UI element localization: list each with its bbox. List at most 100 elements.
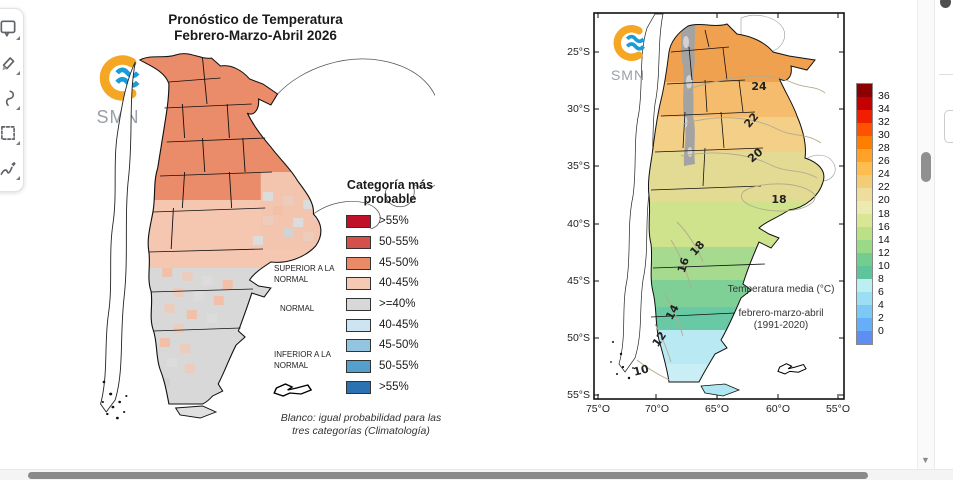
colorbar-label: 16 bbox=[878, 220, 890, 233]
legend-label: 50-55% bbox=[379, 235, 419, 248]
colorbar-labels: 36 34 32 30 28 26 24 22 20 18 16 14 12 10 8 6 4 2 0 bbox=[876, 83, 902, 351]
contour-label-18a: 18 bbox=[771, 193, 786, 206]
highlighter-icon bbox=[2, 57, 15, 71]
select-area-tool-button[interactable] bbox=[0, 123, 20, 145]
colorbar-label: 32 bbox=[878, 115, 890, 128]
colorbar-segment bbox=[857, 123, 872, 136]
colorbar-segment bbox=[857, 266, 872, 279]
clipped-heading: g ( , ) bbox=[295, 0, 555, 10]
colorbar-segment bbox=[857, 253, 872, 266]
legend-label: 40-45% bbox=[379, 277, 419, 290]
colorbar-segment bbox=[857, 292, 872, 305]
colorbar-segment bbox=[857, 97, 872, 110]
side-panel-edge bbox=[934, 0, 953, 480]
colorbar-segment bbox=[857, 240, 872, 253]
legend-swatch bbox=[346, 339, 371, 353]
scroll-down-icon[interactable]: ▼ bbox=[921, 455, 930, 465]
colorbar-label: 8 bbox=[878, 273, 884, 285]
legend-title-line2: probable bbox=[363, 192, 417, 206]
colorbar-segment bbox=[857, 84, 872, 97]
horizontal-scrollbar-thumb[interactable] bbox=[28, 472, 868, 479]
legend-row: 40-45% bbox=[346, 277, 456, 291]
longitude-label: 65°O bbox=[704, 403, 730, 415]
colorbar-segment bbox=[857, 110, 872, 123]
colorbar-segment bbox=[857, 175, 872, 188]
colorbar-label: 6 bbox=[878, 286, 884, 299]
contour-label-14: 14 bbox=[663, 302, 682, 322]
latitude-label: 55°S bbox=[567, 389, 590, 402]
longitude-label: 70°O bbox=[644, 403, 670, 415]
contour-label-16: 16 bbox=[675, 256, 692, 275]
map-annotation: Temperatura media (°C) febrero-marzo-abr… bbox=[708, 284, 854, 332]
legend-group-below: INFERIOR A LA NORMAL bbox=[274, 350, 331, 370]
colorbar-segment bbox=[857, 331, 872, 344]
colorbar-segment bbox=[857, 162, 872, 175]
vertical-scrollbar-thumb[interactable] bbox=[921, 152, 931, 182]
annotation-line1: Temperatura media (°C) bbox=[727, 284, 835, 295]
legend-label: >55% bbox=[379, 215, 409, 228]
legend-row: 50-55% bbox=[346, 235, 456, 250]
colorbar-label: 0 bbox=[878, 325, 884, 338]
colorbar-label: 26 bbox=[878, 155, 890, 168]
colorbar-label: 10 bbox=[878, 259, 890, 272]
contour-label-10: 10 bbox=[632, 362, 650, 378]
legend-row: 45-50% bbox=[346, 339, 456, 353]
latitude-label: 30°S bbox=[567, 103, 590, 116]
legend-label: 45-50% bbox=[379, 339, 419, 352]
colorbar-label: 20 bbox=[878, 194, 890, 207]
legend-label: 45-50% bbox=[379, 256, 419, 269]
colorbar-label: 28 bbox=[878, 142, 890, 154]
colorbar-segment bbox=[857, 149, 872, 162]
signature-tool-button[interactable] bbox=[0, 158, 20, 180]
legend-rows: >55% 50-55% 45-50% 40-45% >=40% 40-45% 45-50% 5… bbox=[346, 215, 456, 401]
legend-swatch bbox=[346, 298, 371, 311]
vertical-scrollbar[interactable]: ▼ bbox=[917, 0, 934, 480]
forecast-map-title: Pronóstico de Temperatura Febrero-Marzo-… bbox=[133, 12, 378, 44]
annotation-line3: (1991-2020) bbox=[753, 320, 809, 331]
legend-footnote: Blanco: igual probabilidad para las tres… bbox=[280, 412, 442, 437]
longitude-label: 55°O bbox=[825, 403, 851, 415]
annotation-toolbar bbox=[0, 8, 24, 192]
latitude-label: 25°S bbox=[567, 46, 590, 58]
horizontal-scrollbar[interactable] bbox=[0, 469, 953, 480]
legend-swatch bbox=[346, 277, 371, 291]
colorbar bbox=[856, 83, 873, 345]
legend-group-normal: NORMAL bbox=[280, 304, 315, 313]
legend-row: 40-45% bbox=[346, 318, 456, 332]
legend-swatch bbox=[346, 215, 371, 229]
latitude-axis: 25°S 30°S 35°S 40°S 45°S 50°S 55°S bbox=[558, 0, 592, 480]
contour-label-24: 24 bbox=[751, 80, 767, 93]
legend-row: 45-50% bbox=[346, 256, 456, 270]
highlighter-tool-button[interactable] bbox=[0, 53, 20, 75]
climatology-map-graphic: 24 22 20 18 18 16 14 12 10 bbox=[593, 12, 845, 400]
smn-logo-text: SMN bbox=[610, 67, 646, 83]
signature-icon bbox=[0, 161, 16, 175]
latitude-label: 45°S bbox=[567, 274, 590, 287]
colorbar-segment bbox=[857, 227, 872, 240]
legend-group-above: SUPERIOR A LA NORMAL bbox=[274, 264, 335, 284]
forecast-map-title-line1: Pronóstico de Temperatura bbox=[168, 12, 343, 27]
colorbar-segment bbox=[857, 279, 872, 292]
latitude-label: 35°S bbox=[567, 160, 590, 173]
freeform-tool-button[interactable] bbox=[0, 88, 20, 110]
sticky-note-tool-button[interactable] bbox=[0, 18, 20, 40]
legend-label: >55% bbox=[379, 380, 409, 393]
panel-avatar-icon bbox=[940, 0, 951, 8]
latitude-label: 40°S bbox=[567, 217, 590, 230]
colorbar-label: 18 bbox=[878, 207, 890, 220]
colorbar-label: 14 bbox=[878, 233, 890, 246]
longitude-label: 60°O bbox=[765, 403, 791, 415]
colorbar-segment bbox=[857, 201, 872, 214]
colorbar-label: 36 bbox=[878, 89, 890, 102]
select-area-icon bbox=[1, 126, 15, 140]
annotation-line2: febrero-marzo-abril bbox=[738, 308, 824, 319]
legend-label: 50-55% bbox=[379, 360, 419, 373]
sticky-note-icon bbox=[0, 20, 16, 37]
colorbar-label: 34 bbox=[878, 102, 890, 115]
legend-row: >55% bbox=[346, 380, 456, 395]
colorbar-label: 12 bbox=[878, 246, 890, 259]
panel-button[interactable] bbox=[944, 110, 953, 143]
latitude-label: 50°S bbox=[567, 332, 590, 344]
freeform-icon bbox=[5, 90, 15, 107]
